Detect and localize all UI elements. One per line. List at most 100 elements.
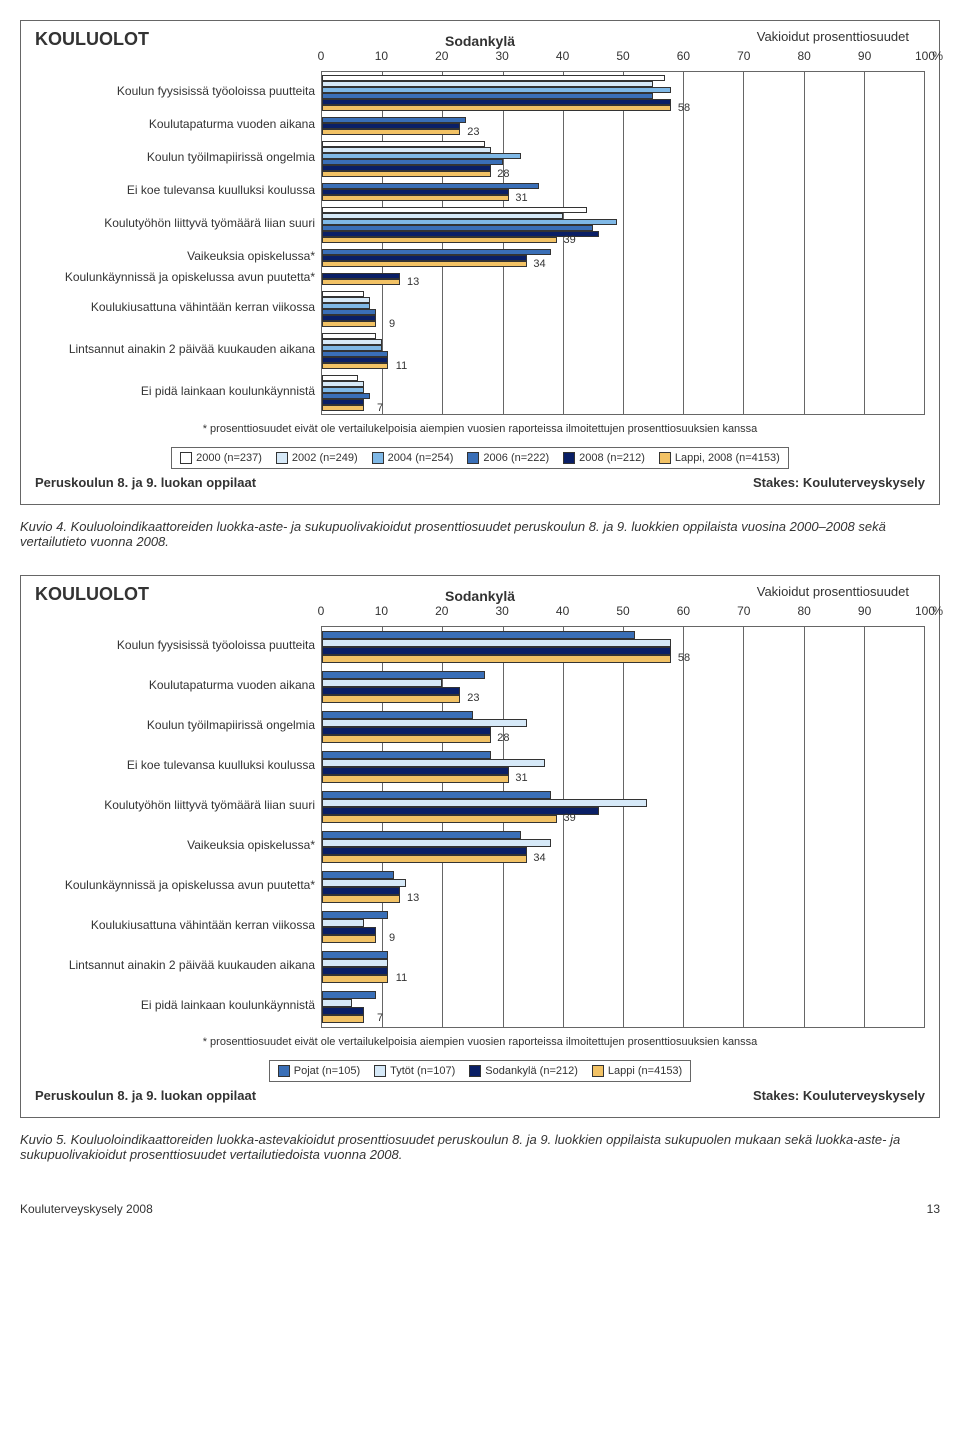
axis-tick: 0 — [318, 604, 325, 618]
axis-tick: 90 — [858, 604, 871, 618]
bar-group: 34 — [322, 246, 924, 270]
axis-tick: 30 — [496, 49, 509, 63]
category-label: Koulun fyysisissä työoloissa puutteita — [35, 71, 315, 113]
bar-group: 9 — [322, 288, 924, 330]
chart1-xaxis: 0102030405060708090100% — [321, 49, 925, 65]
chart1-title: KOULUOLOT — [35, 29, 149, 50]
legend-item: Lappi, 2008 (n=4153) — [659, 452, 780, 464]
category-label: Ei pidä lainkaan koulunkäynnistä — [35, 371, 315, 413]
chart2-plot: 58 23 28 31 39 34 13 9 11 7 — [321, 626, 925, 1028]
chart1-bottom-right: Stakes: Kouluterveyskysely — [753, 475, 925, 490]
bar — [322, 927, 376, 935]
bar — [322, 967, 388, 975]
category-label: Koulun työilmapiirissä ongelmia — [35, 137, 315, 179]
bar: 9 — [322, 935, 376, 943]
chart2-bottom-right: Stakes: Kouluterveyskysely — [753, 1088, 925, 1103]
axis-tick: 20 — [435, 604, 448, 618]
legend-item: 2002 (n=249) — [276, 452, 358, 464]
caption-1: Kuvio 4. Kouluoloindikaattoreiden luokka… — [20, 519, 940, 549]
legend-label: Tytöt (n=107) — [390, 1065, 455, 1077]
bar: 58 — [322, 655, 671, 663]
bar — [322, 767, 509, 775]
bar: 23 — [322, 695, 460, 703]
legend-label: 2006 (n=222) — [483, 452, 549, 464]
bar — [322, 807, 599, 815]
legend-swatch — [276, 452, 288, 464]
legend-item: 2004 (n=254) — [372, 452, 454, 464]
bar: 58 — [322, 105, 671, 111]
bar-value-label: 39 — [564, 234, 576, 246]
legend-label: Lappi (n=4153) — [608, 1065, 682, 1077]
chart2-title: KOULUOLOT — [35, 584, 149, 605]
bar-group: 58 — [322, 627, 924, 667]
bar: 39 — [322, 237, 557, 243]
axis-tick: 30 — [496, 604, 509, 618]
bar-value-label: 7 — [377, 1012, 383, 1024]
bar-value-label: 23 — [467, 692, 479, 704]
bar-value-label: 39 — [564, 812, 576, 824]
page-foot-left: Kouluterveyskysely 2008 — [20, 1202, 153, 1216]
chart2-xaxis: 0102030405060708090100% — [321, 604, 925, 620]
bar: 13 — [322, 895, 400, 903]
bar: 39 — [322, 815, 557, 823]
bar-value-label: 13 — [407, 892, 419, 904]
axis-tick: 0 — [318, 49, 325, 63]
bar — [322, 671, 485, 679]
axis-percent-label: % — [932, 49, 943, 63]
legend-swatch — [467, 452, 479, 464]
bar: 28 — [322, 171, 491, 177]
bar: 23 — [322, 129, 460, 135]
chart2-category-labels: Koulun fyysisissä työoloissa puutteitaKo… — [35, 626, 321, 1028]
bar — [322, 887, 400, 895]
bar-value-label: 58 — [678, 652, 690, 664]
legend-item: Lappi (n=4153) — [592, 1065, 682, 1077]
bar: 31 — [322, 195, 509, 201]
bar-group: 11 — [322, 947, 924, 987]
axis-percent-label: % — [932, 604, 943, 618]
bar: 34 — [322, 855, 527, 863]
chart2-subtitle-right: Vakioidut prosenttiosuudet — [757, 584, 909, 599]
bar-group: 28 — [322, 707, 924, 747]
legend-item: 2008 (n=212) — [563, 452, 645, 464]
bar-group: 31 — [322, 180, 924, 204]
bar-value-label: 7 — [377, 402, 383, 414]
legend-label: 2008 (n=212) — [579, 452, 645, 464]
bar-group: 34 — [322, 827, 924, 867]
bar: 28 — [322, 735, 491, 743]
category-label: Koulutapaturma vuoden aikana — [35, 113, 315, 137]
bar — [322, 751, 491, 759]
axis-tick: 20 — [435, 49, 448, 63]
caption-2: Kuvio 5. Kouluoloindikaattoreiden luokka… — [20, 1132, 940, 1162]
bar: 9 — [322, 321, 376, 327]
bar — [322, 631, 635, 639]
bar-group: 31 — [322, 747, 924, 787]
bar: 11 — [322, 363, 388, 369]
bar — [322, 847, 527, 855]
bar-group: 23 — [322, 667, 924, 707]
bar — [322, 711, 473, 719]
legend-label: Lappi, 2008 (n=4153) — [675, 452, 780, 464]
legend-swatch — [659, 452, 671, 464]
category-label: Koulutapaturma vuoden aikana — [35, 666, 315, 706]
chart1-legend: 2000 (n=237)2002 (n=249)2004 (n=254)2006… — [171, 447, 789, 469]
bar-value-label: 34 — [533, 258, 545, 270]
legend-item: 2006 (n=222) — [467, 452, 549, 464]
bar-value-label: 31 — [515, 192, 527, 204]
bar — [322, 679, 442, 687]
legend-swatch — [563, 452, 575, 464]
page-footer: Kouluterveyskysely 2008 13 — [20, 1202, 940, 1216]
bar — [322, 999, 352, 1007]
axis-tick: 60 — [677, 49, 690, 63]
chart1-subtitle-right: Vakioidut prosenttiosuudet — [757, 29, 909, 44]
bar-group: 28 — [322, 138, 924, 180]
bar — [322, 951, 388, 959]
bar: 34 — [322, 261, 527, 267]
bar: 7 — [322, 405, 364, 411]
axis-tick: 40 — [556, 604, 569, 618]
bar-value-label: 9 — [389, 318, 395, 330]
category-label: Vaikeuksia opiskelussa* — [35, 245, 315, 269]
legend-label: 2004 (n=254) — [388, 452, 454, 464]
axis-tick: 60 — [677, 604, 690, 618]
legend-label: Pojat (n=105) — [294, 1065, 360, 1077]
axis-tick: 70 — [737, 49, 750, 63]
